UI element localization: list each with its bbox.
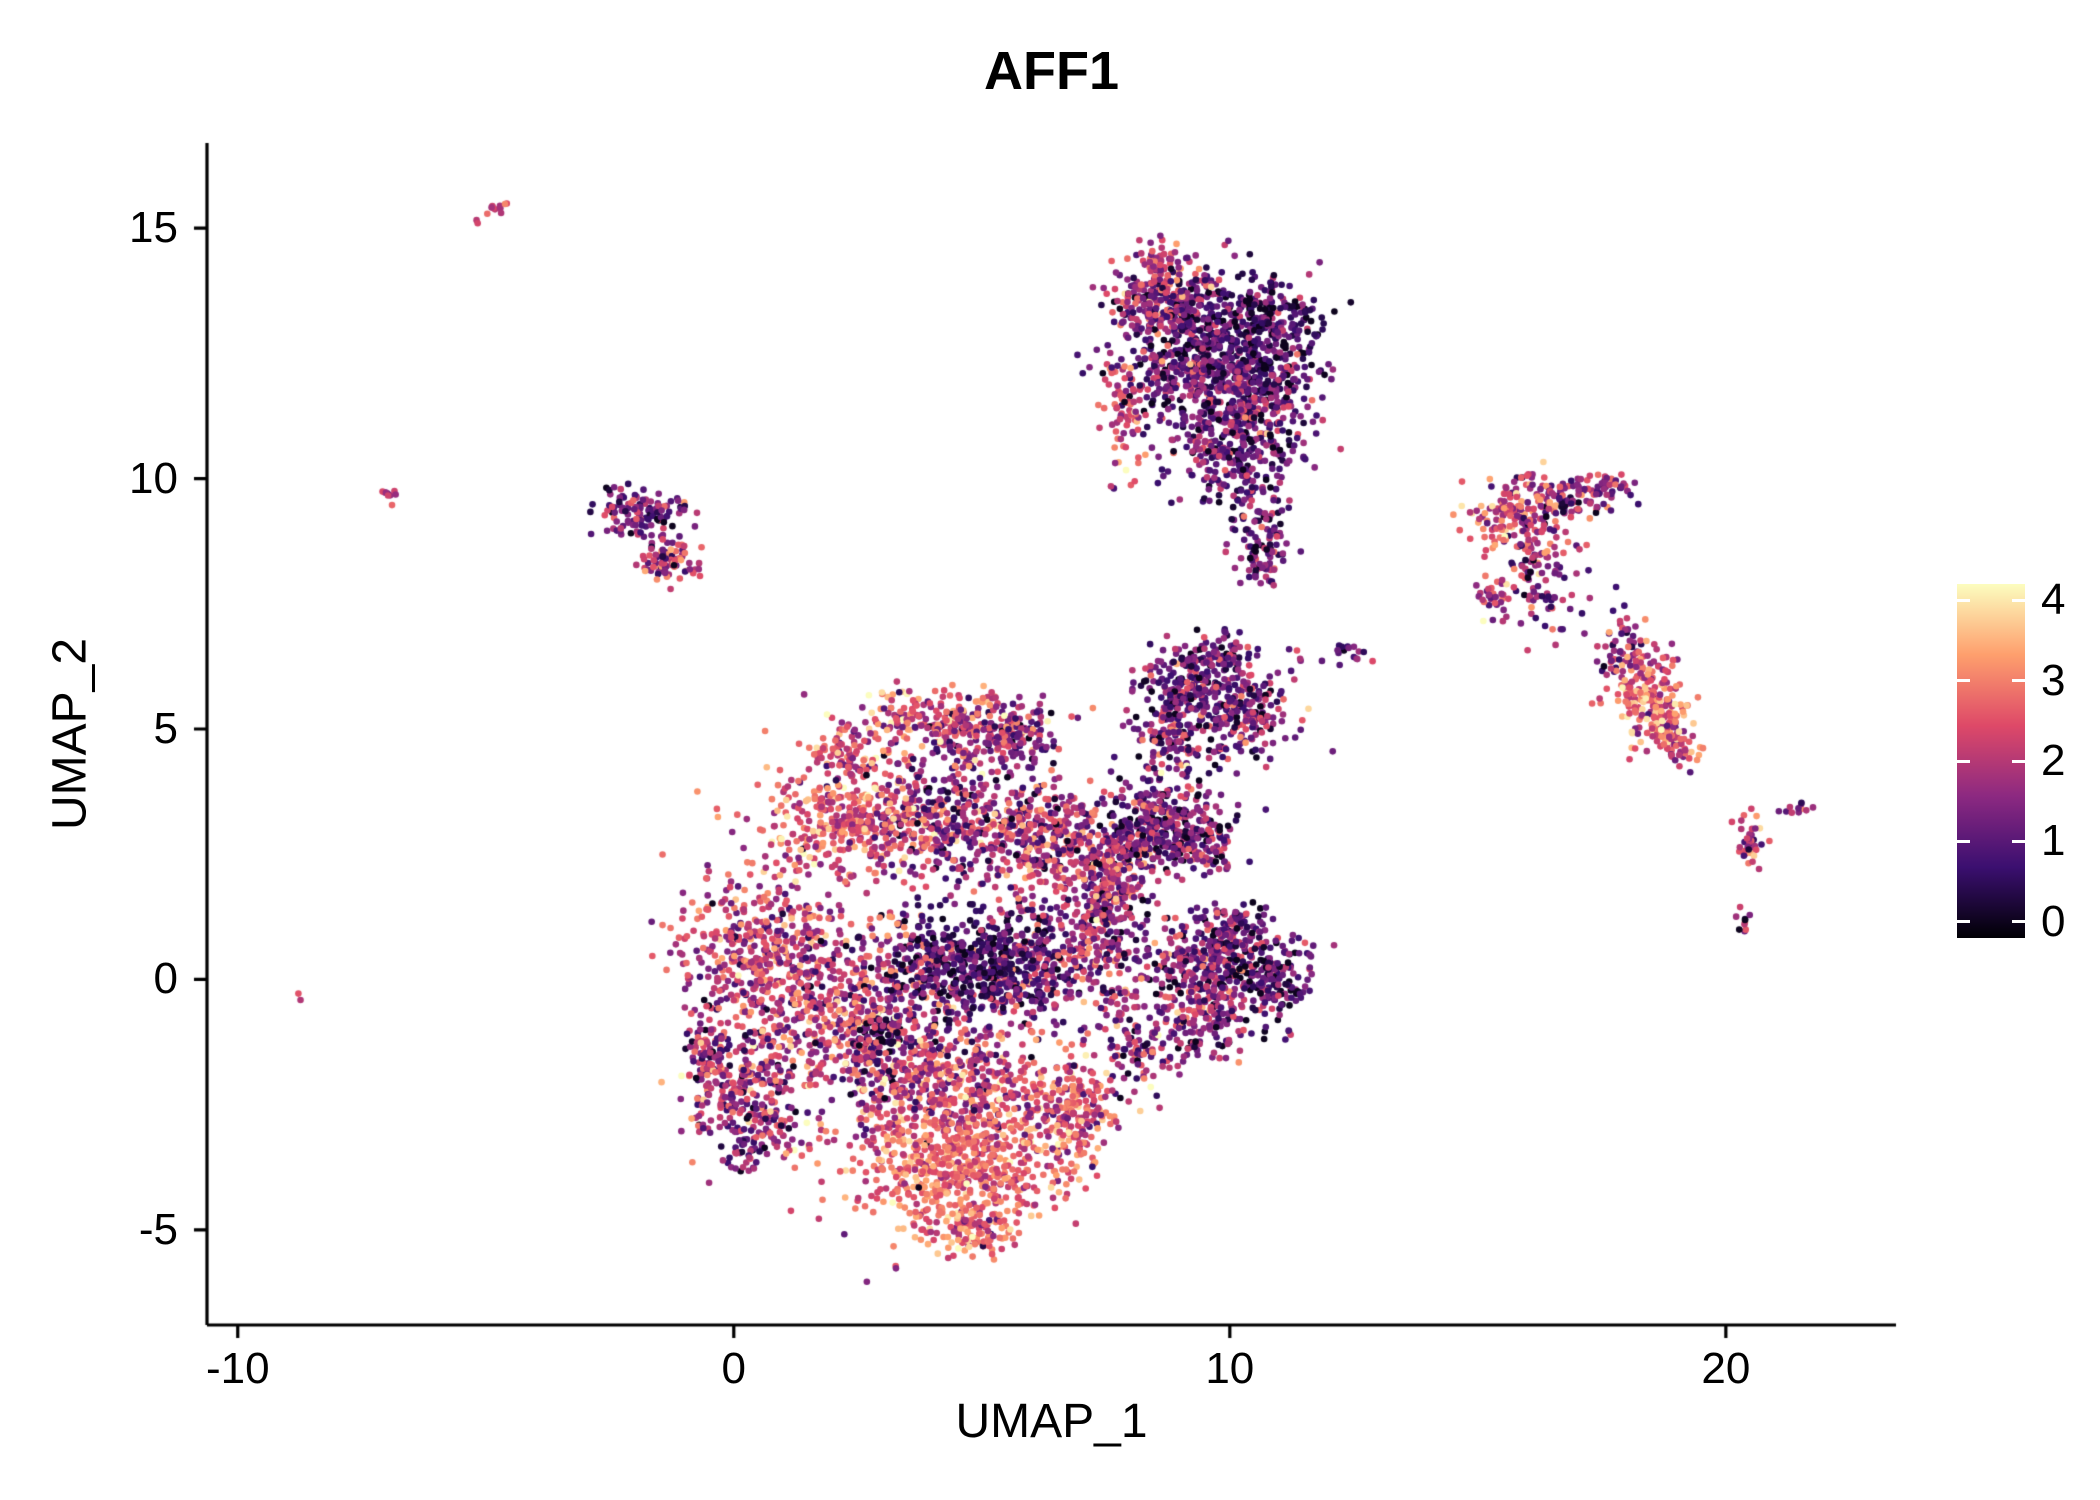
y-tick-label: 10 — [129, 453, 178, 503]
x-tick-label: -10 — [205, 1344, 270, 1393]
colorbar-tick-mark — [1957, 839, 1970, 843]
y-tick-label: 5 — [153, 703, 178, 753]
colorbar-tick-mark — [1957, 920, 1970, 924]
colorbar-tick-mark — [1957, 598, 1970, 602]
colorbar-tick-label: 3 — [2041, 655, 2066, 705]
x-axis-label: UMAP_1 — [955, 1395, 1148, 1448]
x-tick-label: 20 — [1701, 1344, 1751, 1393]
y-tick-label: 15 — [129, 203, 178, 253]
colorbar-tick-label: 2 — [2041, 736, 2066, 785]
colorbar-legend: 0 1 2 3 4 — [1957, 575, 2065, 946]
colorbar-tick-mark — [1957, 759, 1970, 763]
colorbar-tick-mark — [2012, 598, 2025, 602]
colorbar-tick-mark — [2012, 679, 2025, 683]
colorbar-tick-label: 0 — [2041, 896, 2066, 946]
x-tick-label: 0 — [721, 1344, 747, 1393]
y-tick-label: -5 — [138, 1204, 178, 1254]
colorbar-tick-mark — [2012, 839, 2025, 843]
colorbar-tick-mark — [1957, 679, 1970, 683]
y-tick-label: 0 — [153, 954, 178, 1004]
colorbar-tick-label: 4 — [2041, 575, 2066, 625]
plot-title: AFF1 — [984, 41, 1119, 101]
colorbar-tick-mark — [2012, 759, 2025, 763]
y-axis-label: UMAP_2 — [43, 637, 97, 831]
colorbar-tick-mark — [2012, 920, 2025, 924]
x-tick-label: 10 — [1205, 1344, 1255, 1393]
colorbar-tick-label: 1 — [2041, 816, 2066, 866]
